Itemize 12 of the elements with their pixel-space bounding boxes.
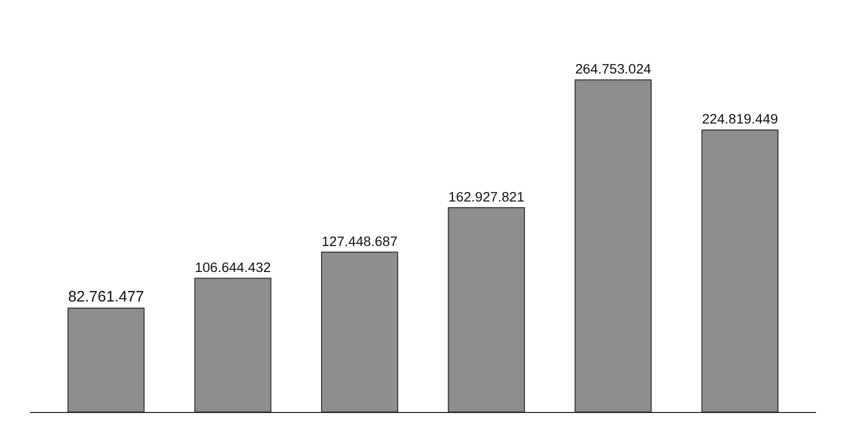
bar — [321, 252, 398, 412]
bar — [68, 308, 145, 412]
data-label: 264.753.024 — [575, 62, 652, 77]
data-label: 82.761.477 — [68, 288, 144, 306]
data-label: 224.819.449 — [702, 112, 778, 127]
bar — [574, 79, 652, 412]
data-label: 162.927.821 — [448, 189, 524, 204]
bar — [448, 207, 525, 412]
data-label: 106.644.432 — [194, 260, 271, 275]
bar — [194, 278, 272, 412]
data-label: 127.448.687 — [322, 234, 398, 249]
bar — [701, 129, 778, 412]
